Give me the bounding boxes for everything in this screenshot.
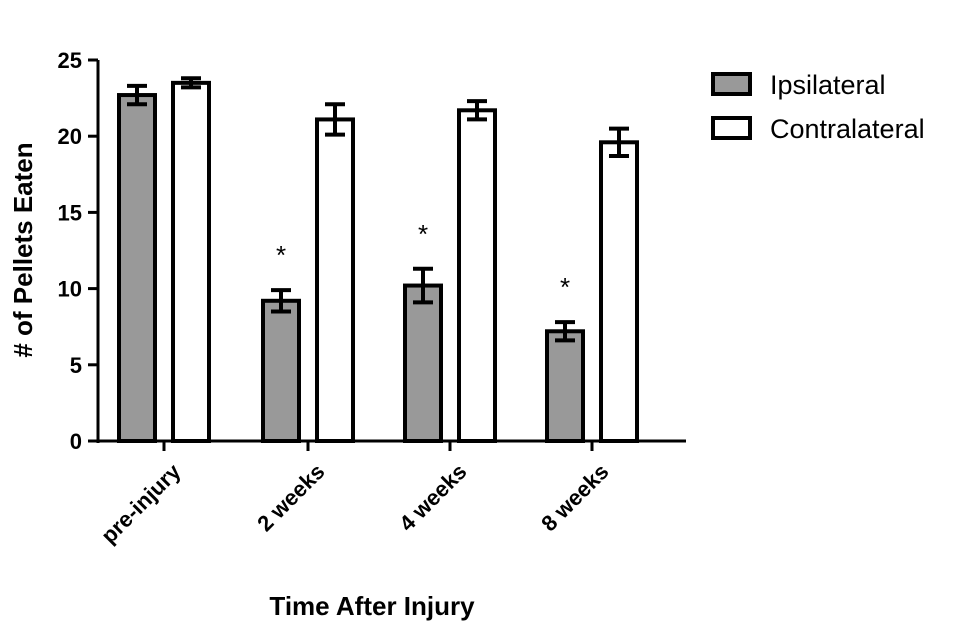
- legend-swatch-contralateral: [711, 116, 752, 140]
- y-tick-label-25: 25: [58, 48, 82, 73]
- error-bar-ipsilateral-4-weeks: [413, 266, 433, 305]
- significance-marker-4-weeks: *: [418, 219, 428, 249]
- significance-marker-8-weeks: *: [560, 272, 570, 302]
- bar-contralateral-4-weeks: [457, 108, 497, 444]
- error-bar-contralateral-8-weeks: [609, 126, 629, 159]
- legend-swatch-ipsilateral: [711, 72, 752, 96]
- legend-item-contralateral: Contralateral: [711, 114, 925, 144]
- x-category-label-4-weeks: 4 weeks: [394, 459, 471, 536]
- error-bar-contralateral-2-weeks: [325, 102, 345, 137]
- x-category-label-2-weeks: 2 weeks: [252, 459, 329, 536]
- x-axis-title: Time After Injury: [269, 591, 475, 621]
- bar-contralateral-2-weeks: [315, 117, 355, 443]
- x-category-label-8-weeks: 8 weeks: [536, 459, 613, 536]
- y-tick-label-0: 0: [70, 429, 82, 454]
- error-bar-contralateral-pre-injury: [181, 76, 201, 90]
- error-bar-contralateral-4-weeks: [467, 99, 487, 122]
- bar-ipsilateral-pre-injury: [117, 93, 157, 443]
- y-tick-label-5: 5: [70, 353, 82, 378]
- y-axis-title: # of Pellets Eaten: [8, 142, 38, 357]
- y-tick-label-15: 15: [58, 200, 82, 225]
- plot-area: * * *: [117, 76, 639, 444]
- bar-contralateral-pre-injury: [171, 80, 211, 444]
- error-bar-ipsilateral-pre-injury: [127, 83, 147, 107]
- y-tick-label-10: 10: [58, 277, 82, 302]
- legend: Ipsilateral Contralateral: [711, 70, 925, 144]
- bar-ipsilateral-2-weeks: [261, 298, 301, 443]
- bar-ipsilateral-8-weeks: [545, 329, 585, 443]
- y-tick-label-20: 20: [58, 124, 82, 149]
- legend-item-ipsilateral: Ipsilateral: [711, 70, 886, 100]
- error-bar-ipsilateral-8-weeks: [555, 320, 575, 343]
- significance-marker-2-weeks: *: [276, 240, 286, 270]
- legend-label-contralateral: Contralateral: [770, 114, 925, 144]
- x-category-label-pre-injury: pre-injury: [96, 458, 186, 548]
- error-bar-ipsilateral-2-weeks: [271, 288, 291, 314]
- bar-contralateral-8-weeks: [599, 140, 639, 444]
- legend-label-ipsilateral: Ipsilateral: [770, 70, 886, 100]
- bar-ipsilateral-4-weeks: [403, 283, 443, 443]
